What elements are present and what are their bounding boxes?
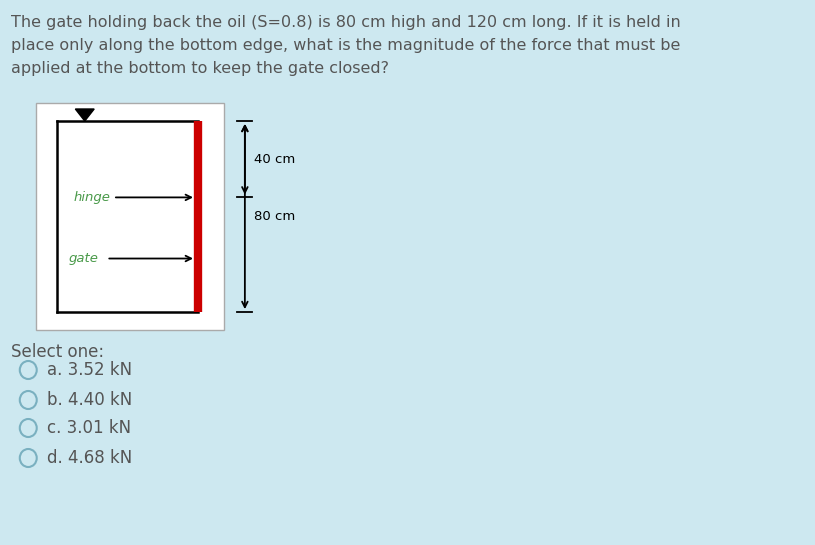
Text: a. 3.52 kN: a. 3.52 kN xyxy=(47,361,132,379)
Circle shape xyxy=(20,361,37,379)
Text: hinge: hinge xyxy=(73,191,110,204)
Polygon shape xyxy=(75,109,95,121)
Circle shape xyxy=(20,419,37,437)
Text: c. 3.01 kN: c. 3.01 kN xyxy=(47,419,131,437)
Text: 40 cm: 40 cm xyxy=(254,153,296,166)
Text: The gate holding back the oil (S=0.8) is 80 cm high and 120 cm long. If it is he: The gate holding back the oil (S=0.8) is… xyxy=(11,15,681,76)
Text: gate: gate xyxy=(68,252,99,265)
Text: d. 4.68 kN: d. 4.68 kN xyxy=(47,449,132,467)
Text: 80 cm: 80 cm xyxy=(254,210,296,223)
Text: b. 4.40 kN: b. 4.40 kN xyxy=(47,391,132,409)
Text: Select one:: Select one: xyxy=(11,343,104,361)
Circle shape xyxy=(20,391,37,409)
Circle shape xyxy=(20,449,37,467)
Bar xyxy=(36,103,224,330)
